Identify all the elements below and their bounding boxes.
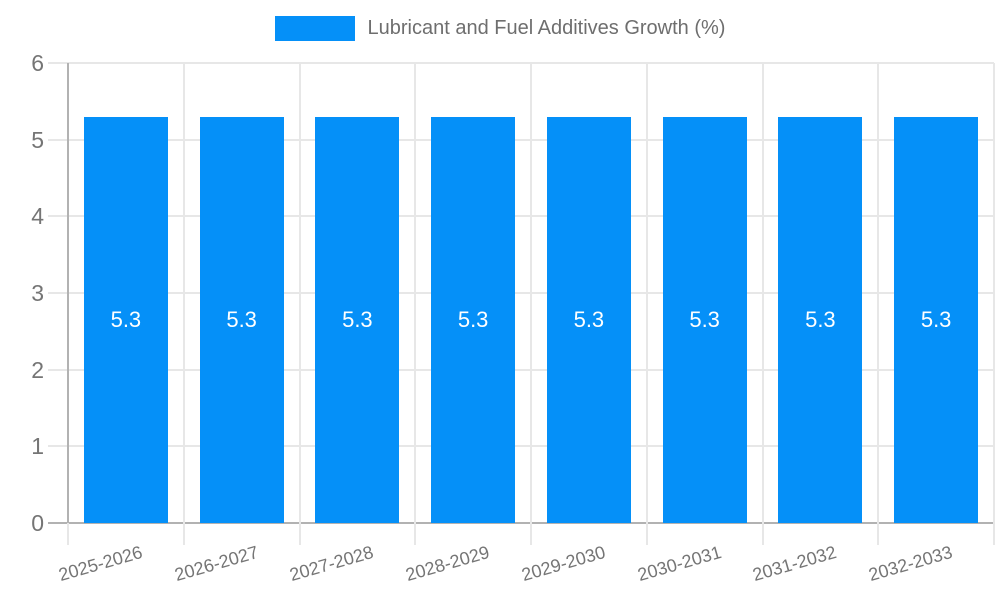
y-tick-label: 3 [31,280,44,306]
y-gridline [48,62,994,64]
x-axis-baseline [48,522,994,524]
bar-value-label: 5.3 [689,306,720,332]
x-tick-label: 2027-2028 [287,542,376,585]
bar-value-label: 5.3 [573,306,605,332]
y-gridline [48,445,994,448]
y-gridline [48,138,994,141]
bar[interactable] [894,116,979,523]
bar[interactable] [662,116,747,523]
x-tick-label: 2030-2031 [634,542,724,585]
bar-value-label: 5.3 [805,306,836,332]
x-tick-mark [877,523,880,545]
x-tick-mark [761,523,764,545]
y-tick-label: 6 [31,50,44,76]
bar-value-label: 5.3 [920,306,952,332]
x-tick-label: 2029-2030 [519,542,608,585]
y-tick-label: 4 [31,203,44,230]
y-gridline [48,368,994,371]
x-tick-mark [182,523,185,545]
x-tick-label: 2032-2033 [866,542,955,585]
y-tick-label: 2 [31,356,44,383]
bar[interactable] [83,116,168,523]
x-tick-mark [298,523,301,545]
bar-value-label: 5.3 [226,306,257,332]
y-tick-label: 0 [31,510,44,536]
x-tick-mark [993,523,995,545]
x-tick-mark [645,523,648,545]
y-gridline [48,292,994,294]
x-tick-mark [414,523,417,545]
x-tick-label: 2026-2027 [171,542,261,585]
bar-value-label: 5.3 [110,306,142,332]
legend-label: Lubricant and Fuel Additives Growth (%) [367,17,726,39]
x-tick-mark [67,523,69,545]
bar-value-label: 5.3 [342,306,373,332]
x-gridline [530,63,532,523]
x-gridline [182,63,185,523]
y-axis-line [67,63,69,523]
x-gridline [414,63,417,523]
bar[interactable] [315,116,400,523]
x-gridline [645,63,648,523]
x-gridline [761,63,764,523]
bar[interactable] [199,116,284,523]
bar[interactable] [546,116,631,523]
x-tick-label: 2028-2029 [403,542,492,585]
bar-value-label: 5.3 [457,306,489,332]
y-tick-label: 5 [31,126,44,153]
bar[interactable] [778,116,863,523]
x-tick-label: 2031-2032 [750,542,839,585]
x-gridline [298,63,301,523]
x-gridline [993,63,995,523]
legend-item[interactable]: Lubricant and Fuel Additives Growth (%) [274,16,726,41]
legend-swatch [274,16,355,41]
bar[interactable] [431,116,516,523]
y-gridline [48,215,994,218]
y-tick-label: 1 [31,433,44,460]
x-gridline [877,63,880,523]
x-tick-mark [530,523,532,545]
chart-legend: Lubricant and Fuel Additives Growth (%) [0,16,1000,41]
x-tick-label: 2025-2026 [56,542,145,585]
